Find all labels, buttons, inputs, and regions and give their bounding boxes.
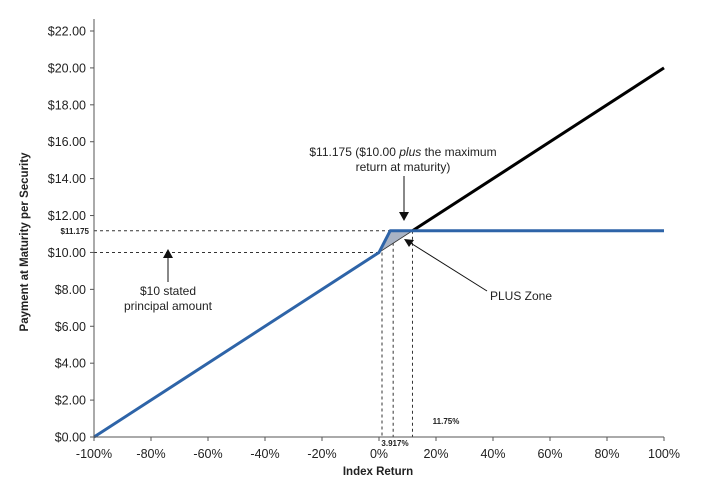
y-tick-label: $20.00 [48, 61, 86, 75]
capped-payoff-line [93, 229, 664, 439]
plus-zone-label: PLUS Zone [490, 289, 552, 303]
annotation-arrows [163, 176, 488, 292]
x-cap-label: 11.75% [433, 417, 460, 426]
y-tick-label: $0.00 [55, 431, 86, 445]
x-tick-label: 100% [648, 447, 680, 461]
principal-annotation-line1: $10 stated [140, 284, 196, 298]
axes [93, 19, 664, 438]
y-tick-label: $12.00 [48, 209, 86, 223]
y-tick-label: $10.00 [48, 246, 86, 260]
y-axis-ticks: $0.00 $2.00 $4.00 $6.00 $8.00 $10.00 $12.00 $14… [48, 25, 94, 445]
principal-annotation-line2: principal amount [124, 299, 213, 313]
plus-zone-arrowhead [404, 239, 414, 247]
principal-arrowhead [163, 249, 173, 258]
y-tick-label: $18.00 [48, 98, 86, 112]
x-tick-label: 0% [370, 447, 388, 461]
y-tick-label: $16.00 [48, 135, 86, 149]
x-tick-label: 60% [537, 447, 562, 461]
x-axis-ticks: -100% -80% -60% -40% -20% 0% 20% 40% 60% 80% 100% [76, 437, 680, 461]
y-tick-label: $22.00 [48, 25, 86, 39]
y-tick-label: $8.00 [55, 283, 86, 297]
plus-zone-arrow [408, 241, 488, 292]
x-axis-title: Index Return [343, 466, 413, 478]
x-tick-label: -100% [76, 447, 112, 461]
leveraged-upside-line [411, 66, 665, 233]
max-return-annotation-line1: $11.175 ($10.00 plus the maximum [309, 145, 496, 159]
x-mid-label: 3.917% [381, 439, 408, 448]
y-tick-label: $2.00 [55, 394, 86, 408]
payoff-series [93, 66, 665, 439]
reference-guides [94, 230, 413, 437]
max-return-annotation-line2: return at maturity) [356, 160, 451, 174]
y-tick-label: $6.00 [55, 320, 86, 334]
y-tick-label: $14.00 [48, 172, 86, 186]
x-tick-label: 20% [423, 447, 448, 461]
x-tick-label: -20% [307, 447, 336, 461]
y-tick-label: $4.00 [55, 357, 86, 371]
x-tick-label: -60% [193, 447, 222, 461]
max-value-label: $11.175 [61, 227, 90, 236]
x-tick-label: -80% [136, 447, 165, 461]
x-tick-label: -40% [250, 447, 279, 461]
x-tick-label: 40% [480, 447, 505, 461]
x-tick-label: 80% [594, 447, 619, 461]
max-return-arrowhead [399, 212, 409, 221]
y-axis-title: Payment at Maturity per Security [19, 152, 31, 332]
